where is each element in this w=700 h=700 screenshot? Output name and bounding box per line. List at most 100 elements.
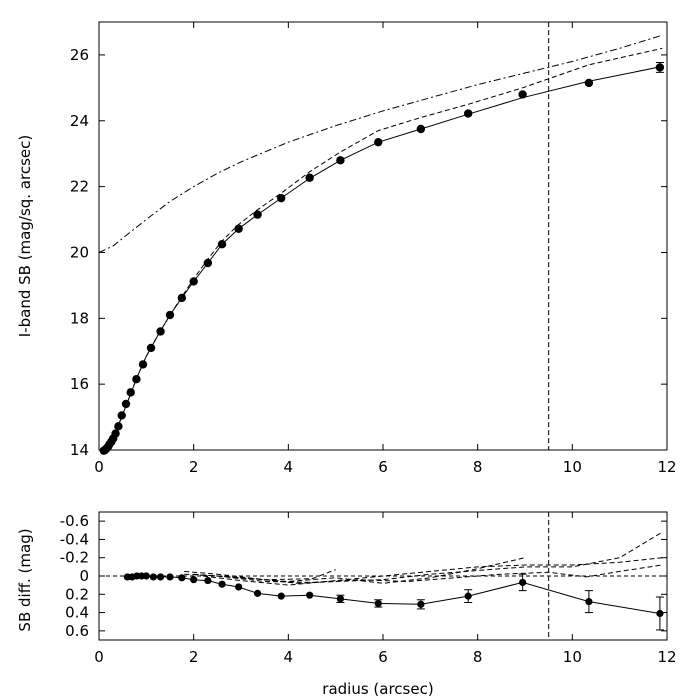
bottom-data-point: [156, 573, 165, 581]
top-data-point: [177, 293, 187, 303]
bottom-x-tick-label: 4: [284, 648, 294, 666]
top-data-point: [234, 224, 243, 233]
top-data-point: [111, 429, 120, 438]
bottom-x-tick-label: 0: [94, 648, 104, 666]
top-point-marker: [655, 63, 665, 72]
bottom-point-marker: [374, 599, 382, 608]
bottom-point-marker: [235, 583, 243, 591]
top-y-tick-label: 14: [70, 441, 89, 459]
top-data-point: [584, 78, 594, 88]
bottom-point-marker: [178, 574, 186, 582]
bottom-x-tick-label: 10: [563, 648, 582, 666]
top-point-marker: [518, 90, 527, 99]
top-x-tick-label: 4: [284, 458, 294, 476]
bottom-data-point: [204, 576, 212, 585]
top-point-marker: [189, 277, 198, 286]
top-point-marker: [416, 124, 426, 134]
bottom-data-point: [218, 580, 226, 588]
top-data-point: [165, 310, 175, 320]
top-point-marker: [336, 156, 345, 165]
top-model-lines: [98, 22, 663, 452]
bottom-data-point: [306, 591, 314, 599]
top-point-marker: [146, 343, 156, 353]
top-point-marker: [132, 375, 141, 384]
bottom-data-point: [416, 599, 425, 610]
top-point-marker: [203, 258, 213, 268]
top-data-point: [416, 124, 426, 134]
top-data-point: [203, 258, 213, 268]
bottom-y-tick-label: 0.4: [65, 604, 89, 622]
top-data-point: [217, 240, 227, 249]
top-data-point: [253, 210, 262, 219]
bottom-point-marker: [656, 609, 664, 618]
bottom-model-residual-4-line: [203, 557, 663, 586]
bottom-x-tick-label: 6: [378, 648, 388, 666]
top-x-tick-label: 10: [563, 458, 582, 476]
bottom-y-axis-label: SB diff. (mag): [16, 528, 34, 631]
bottom-point-marker: [142, 572, 150, 580]
top-data-point: [121, 399, 131, 409]
bottom-point-marker: [519, 578, 527, 587]
bottom-data-point: [584, 590, 593, 614]
top-point-marker: [165, 310, 175, 320]
bottom-point-marker: [417, 600, 425, 608]
top-data-point: [117, 411, 126, 420]
bottom-point-marker: [156, 573, 165, 581]
top-y-tick-label: 22: [70, 178, 89, 196]
top-data-point: [655, 61, 665, 73]
x-axis-label: radius (arcsec): [322, 680, 433, 698]
top-data-point: [277, 193, 286, 203]
top-point-marker: [111, 429, 120, 438]
bottom-y-tick-label: 0: [79, 567, 89, 585]
top-data-point: [156, 327, 165, 336]
top-data-point: [374, 137, 383, 147]
bottom-point-marker: [277, 592, 285, 600]
top-point-marker: [217, 240, 227, 249]
top-plot-frame: [98, 21, 668, 451]
top-data-point: [126, 388, 135, 397]
bottom-data-point: [336, 594, 345, 604]
top-x-tick-label: 8: [473, 458, 483, 476]
top-x-tick-label: 0: [94, 458, 104, 476]
bottom-data-point: [178, 574, 186, 582]
top-point-marker: [177, 293, 187, 303]
bottom-y-tick-label: -0.6: [60, 512, 89, 530]
top-x-tick-label: 2: [189, 458, 199, 476]
top-y-tick-label: 26: [70, 46, 89, 64]
top-data-point: [146, 343, 156, 353]
bottom-x-tick-label: 8: [473, 648, 483, 666]
bottom-data-point: [655, 596, 664, 631]
bottom-y-tick-label: -0.2: [60, 549, 89, 567]
top-data-point: [189, 277, 198, 286]
bottom-point-marker: [204, 576, 212, 585]
bottom-point-marker: [149, 573, 158, 581]
top-point-marker: [305, 173, 314, 182]
top-point-marker: [156, 327, 165, 336]
top-point-marker: [117, 411, 126, 420]
bottom-point-marker: [336, 595, 344, 603]
top-point-marker: [584, 78, 594, 88]
top-data-point: [114, 422, 123, 431]
top-data-point: [138, 360, 148, 369]
top-data-point: [305, 173, 314, 182]
bottom-data-point: [277, 592, 285, 600]
bottom-x-tick-label: 2: [189, 648, 199, 666]
top-point-marker: [114, 422, 123, 431]
top-point-marker: [126, 388, 135, 397]
top-data-points: [99, 61, 665, 455]
top-x-tick-label: 12: [657, 458, 676, 476]
top-point-marker: [138, 360, 148, 369]
top-data-point: [518, 90, 527, 99]
bottom-point-marker: [585, 598, 593, 606]
bottom-ticks: 0 2 4 6 8 10 12-0.6-0.4-0.200.20.40.6: [60, 512, 677, 666]
top-x-tick-label: 6: [378, 458, 388, 476]
bottom-point-marker: [306, 591, 314, 599]
bottom-data-point: [235, 583, 243, 591]
bottom-model-residual-2-line: [184, 569, 336, 581]
bottom-y-tick-label: 0.2: [65, 585, 89, 603]
top-bulge-component-line: [103, 47, 663, 452]
top-total-model-line: [103, 65, 663, 452]
